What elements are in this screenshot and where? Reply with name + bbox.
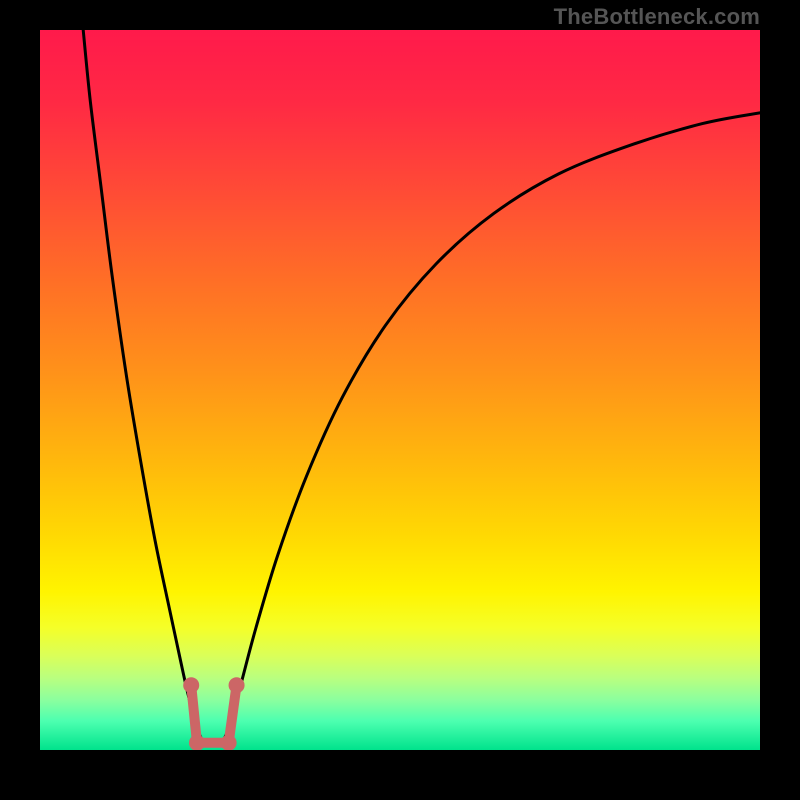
watermark-text: TheBottleneck.com [554, 4, 760, 30]
plot-background [40, 30, 760, 750]
chart-container: TheBottleneck.com [0, 0, 800, 800]
